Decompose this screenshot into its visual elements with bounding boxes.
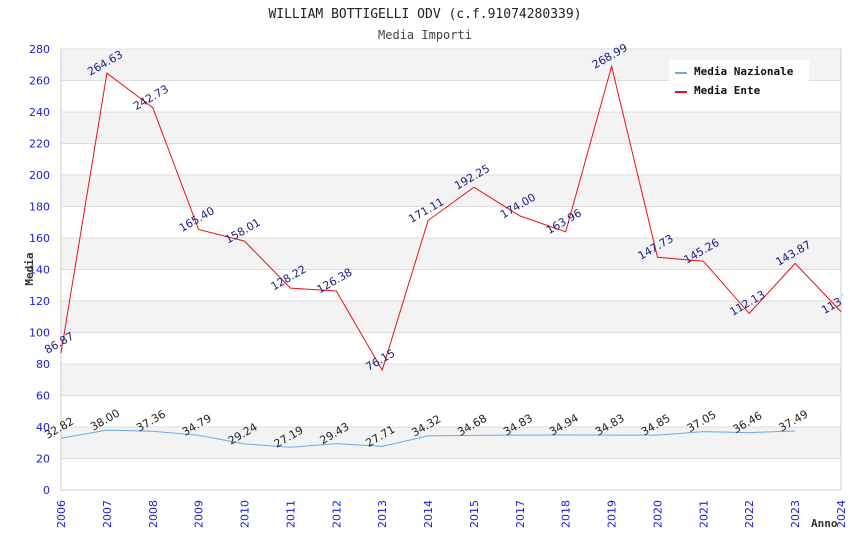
grid-lines: [60, 48, 842, 491]
legend-label-media-nazionale: Media Nazionale: [694, 65, 794, 78]
grid-band: [61, 269, 841, 301]
grid-band: [61, 364, 841, 396]
x-tick-label: 2011: [284, 500, 297, 528]
y-tick-label: 180: [29, 201, 50, 214]
x-tick-label: 2012: [330, 500, 343, 528]
x-tick-label: 2006: [55, 500, 68, 528]
y-tick-label: 200: [29, 169, 50, 182]
y-tick-label: 160: [29, 232, 50, 245]
legend: Media Nazionale Media Ente: [669, 60, 809, 102]
chart-title: WILLIAM BOTTIGELLI ODV (c.f.91074280339): [268, 7, 581, 22]
x-tick-label: 2019: [606, 500, 619, 528]
chart-subtitle: Media Importi: [378, 28, 472, 42]
grid-band: [61, 206, 841, 238]
y-tick-label: 260: [29, 75, 50, 88]
x-tick-label: 2017: [514, 500, 527, 528]
y-tick-label: 100: [29, 327, 50, 340]
x-tick-label: 2008: [147, 500, 160, 528]
x-tick-label: 2021: [697, 500, 710, 528]
x-tick-label: 2014: [422, 500, 435, 528]
y-tick-label: 0: [43, 484, 50, 497]
grid-band: [61, 395, 841, 427]
grid-band: [61, 112, 841, 144]
grid-band: [61, 332, 841, 364]
x-tick-label: 2024: [835, 500, 848, 528]
legend-label-media-ente: Media Ente: [694, 84, 761, 97]
y-tick-label: 120: [29, 295, 50, 308]
x-tick-label: 2022: [743, 500, 756, 528]
x-tick-label: 2010: [239, 500, 252, 528]
x-tick-label: 2023: [789, 500, 802, 528]
grid-band: [61, 143, 841, 175]
y-tick-label: 140: [29, 264, 50, 277]
y-axis-ticks: 0 20 40 60 80 100 120 140 160 180 200 220 240 260 280: [29, 43, 50, 497]
y-tick-label: 220: [29, 138, 50, 151]
y-tick-label: 40: [36, 421, 50, 434]
grid-band: [61, 301, 841, 333]
grid-band: [61, 458, 841, 490]
series-line-media-ente: [60, 64, 842, 372]
legend-box: [669, 60, 809, 102]
x-tick-label: 2007: [101, 500, 114, 528]
y-tick-label: 20: [36, 453, 50, 466]
grid-band: [61, 238, 841, 270]
x-tick-label: 2013: [376, 500, 389, 528]
y-tick-label: 80: [36, 358, 50, 371]
y-tick-label: 60: [36, 390, 50, 403]
x-axis-label: Anno: [811, 517, 838, 530]
x-tick-label: 2018: [560, 500, 573, 528]
grid-band: [61, 175, 841, 207]
y-tick-label: 280: [29, 43, 50, 56]
y-tick-label: 240: [29, 106, 50, 119]
x-tick-label: 2020: [651, 500, 664, 528]
x-tick-label: 2015: [468, 500, 481, 528]
y-axis-label: Media: [23, 252, 36, 285]
x-tick-label: 2009: [193, 500, 206, 528]
x-axis-ticks: 2006 2007 2008 2009 2010 2011 2012 2013 2014 2015…: [55, 500, 848, 528]
